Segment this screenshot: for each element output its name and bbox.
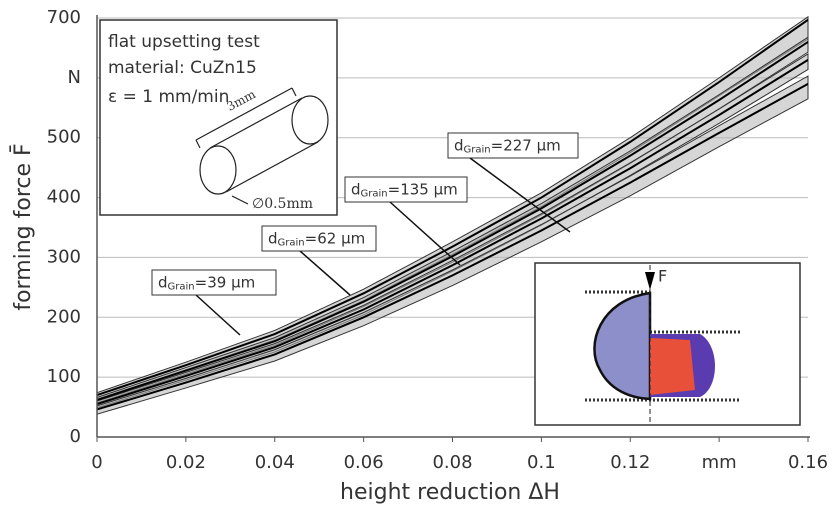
series-line: [96, 18, 809, 397]
label-subscript: Grain: [464, 145, 491, 156]
label-box: [447, 132, 579, 159]
force-label: F: [658, 267, 667, 286]
label-subscript: Grain: [168, 282, 195, 293]
leader-line: [389, 201, 461, 266]
y-axis-title: forming force F̄: [10, 143, 36, 310]
grain-left: [593, 291, 652, 401]
y-tick-label: N: [68, 67, 81, 88]
band: [96, 75, 809, 415]
x-tick-label: 0: [91, 452, 102, 473]
legend-entry: =227 µm: [491, 136, 561, 154]
y-tick-label: 700: [47, 7, 81, 28]
inset-diameter: ∅0.5mm: [252, 196, 313, 212]
label-subscript: Grain: [361, 189, 388, 200]
label-subscript: Grain: [278, 238, 305, 249]
legend-entry: =62 µm: [305, 229, 366, 247]
label-box: [344, 176, 468, 203]
series-line: [96, 41, 809, 401]
x-tick-label: 0.16: [788, 452, 828, 473]
label-symbol: d: [158, 273, 168, 291]
x-tick-label: 0.02: [166, 452, 206, 473]
label-symbol: d: [454, 136, 464, 154]
x-tick-label: 0.06: [344, 452, 384, 473]
x-tick-label: 0.1: [527, 452, 556, 473]
grain-hot: [650, 338, 695, 395]
force-arrow: [645, 272, 655, 290]
series-label: dGrain=62 µm: [268, 229, 365, 249]
x-axis-title: height reduction ΔH: [340, 480, 560, 505]
cylinder: [195, 87, 329, 205]
x-tick-label: 0.12: [610, 452, 650, 473]
label-symbol: d: [351, 180, 361, 198]
lines: [96, 18, 809, 411]
y-tick-label: 500: [47, 127, 81, 148]
series-line: [96, 82, 809, 411]
leader-line: [195, 294, 241, 336]
label-box: [261, 225, 377, 252]
y-tick-label: 0: [70, 426, 81, 447]
y-tick-label: 400: [47, 187, 81, 208]
specimen-inset: flat upsetting test material: CuZn15 ε =…: [99, 19, 338, 216]
grain-inset: F: [534, 262, 801, 426]
y-tick-label: 100: [47, 366, 81, 387]
leader-line: [469, 157, 571, 233]
x-tick-label: 0.04: [255, 452, 295, 473]
series-line: [96, 59, 809, 406]
series-label: dGrain=135 µm: [351, 180, 458, 200]
inset-line: material: CuZn15: [108, 58, 257, 78]
inset-line: ε = 1 mm/min: [108, 87, 229, 107]
x-tick-label: 0.08: [432, 452, 472, 473]
bands: [96, 15, 809, 415]
series-label: dGrain=39 µm: [158, 273, 255, 293]
inset-box: [99, 19, 338, 216]
y-tick-label: 200: [47, 306, 81, 327]
inset-line: flat upsetting test: [108, 32, 260, 52]
ticks: 0 100 200 300 400 500 N 700 0 0.02 0.04 0.06 0.08 0.1…: [47, 7, 828, 473]
series-label: dGrain=227 µm: [454, 136, 561, 156]
legend-entry: =39 µm: [195, 273, 256, 291]
y-tick-label: 300: [47, 246, 81, 267]
x-tick-label: mm: [702, 452, 737, 473]
leader-line: [299, 250, 351, 296]
legend-entry: =135 µm: [388, 180, 458, 198]
label-box: [151, 269, 277, 296]
label-symbol: d: [268, 229, 278, 247]
